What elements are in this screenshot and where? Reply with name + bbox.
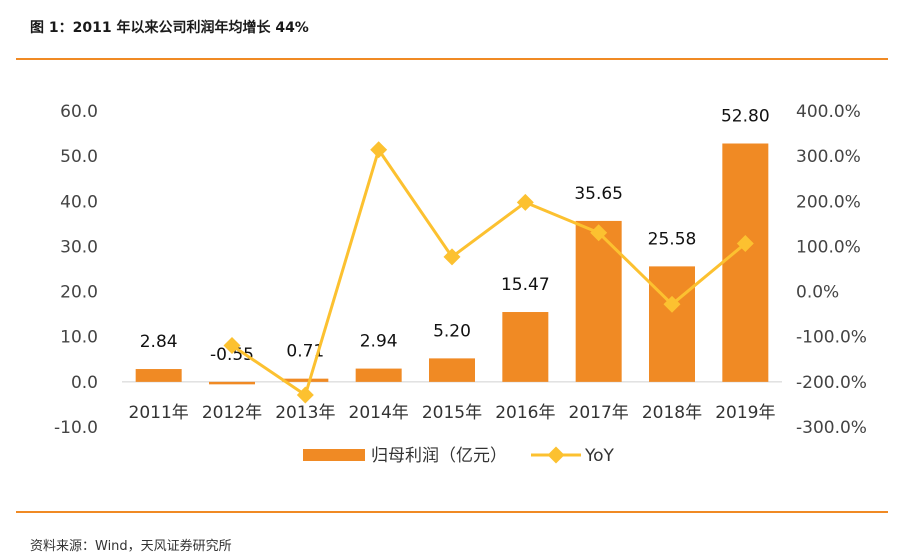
left-tick-label: 20.0 (60, 283, 98, 303)
right-tick-label: 300.0% (796, 147, 861, 167)
yoy-point (590, 224, 608, 242)
left-tick-label: 40.0 (60, 192, 98, 212)
x-axis-ticks: 2011年 2012年 2013年 2014年 2015年 2016年 2017年 2018年… (129, 403, 776, 423)
bottom-divider (16, 511, 888, 513)
profit-chart: 60.0 50.0 40.0 30.0 20.0 10.0 0.0 -10.0 400.0% 3… (54, 102, 867, 466)
right-tick-label: 0.0% (796, 283, 839, 303)
yoy-line (231, 148, 747, 397)
bar-value-label: -0.55 (210, 345, 254, 365)
left-axis-ticks: 60.0 50.0 40.0 30.0 20.0 10.0 0.0 -10.0 (54, 102, 98, 438)
yoy-point (736, 235, 754, 253)
x-tick-label: 2016年 (495, 403, 555, 423)
profit-bar (575, 220, 622, 382)
legend-bar-swatch (303, 449, 365, 461)
bar-value-label: 2.94 (360, 332, 398, 352)
right-tick-label: -100.0% (796, 328, 867, 348)
legend-line-marker (547, 446, 565, 464)
profit-bar (282, 378, 329, 382)
x-tick-label: 2014年 (349, 403, 409, 423)
right-tick-label: 200.0% (796, 192, 861, 212)
yoy-point (296, 386, 314, 404)
left-tick-label: 30.0 (60, 237, 98, 257)
yoy-point (370, 141, 388, 159)
yoy-line-series (223, 141, 754, 404)
right-tick-label: -200.0% (796, 373, 867, 393)
bar-value-label: 15.47 (501, 275, 550, 295)
profit-bar (649, 266, 695, 382)
yoy-point (443, 248, 461, 266)
x-tick-label: 2018年 (642, 403, 702, 423)
left-tick-label: -10.0 (54, 418, 98, 438)
x-tick-label: 2015年 (422, 403, 482, 423)
figure-title: 图 1：2011 年以来公司利润年均增长 44% (30, 20, 309, 36)
profit-bar (429, 358, 475, 382)
x-tick-label: 2013年 (275, 403, 335, 423)
yoy-point (223, 336, 241, 354)
bar-value-label: 2.84 (140, 332, 178, 352)
profit-bar (135, 369, 182, 382)
left-tick-label: 60.0 (60, 102, 98, 122)
top-divider (16, 58, 888, 60)
x-tick-label: 2012年 (202, 403, 262, 423)
profit-bar (355, 368, 402, 382)
bar-value-label: 0.71 (286, 342, 324, 362)
yoy-point (663, 295, 681, 313)
x-tick-label: 2011年 (129, 403, 189, 423)
right-tick-label: 400.0% (796, 102, 861, 122)
profit-bar (502, 312, 549, 382)
left-tick-label: 10.0 (60, 328, 98, 348)
right-axis-ticks: 400.0% 300.0% 200.0% 100.0% 0.0% -100.0% -200.… (796, 102, 867, 438)
bar-value-label: 5.20 (433, 321, 471, 341)
bar-data-labels: 2.84 -0.55 0.71 2.94 5.20 15.47 35.65 25.58 52.8… (140, 107, 770, 365)
profit-bar (209, 381, 255, 385)
profit-bar (722, 143, 769, 382)
bar-value-label: 25.58 (648, 229, 697, 249)
legend-bar-label: 归母利润（亿元） (371, 446, 507, 466)
source-note: 资料来源：Wind，天风证券研究所 (30, 539, 232, 554)
bar-value-label: 35.65 (574, 184, 623, 204)
left-tick-label: 0.0 (71, 373, 98, 393)
legend-line-label: YoY (584, 446, 615, 466)
bar-value-label: 52.80 (721, 107, 770, 127)
right-tick-label: -300.0% (796, 418, 867, 438)
x-tick-label: 2019年 (715, 403, 775, 423)
yoy-point (516, 193, 534, 211)
left-tick-label: 50.0 (60, 147, 98, 167)
chart-legend: 归母利润（亿元） YoY (303, 446, 615, 466)
right-tick-label: 100.0% (796, 237, 861, 257)
x-tick-label: 2017年 (569, 403, 629, 423)
